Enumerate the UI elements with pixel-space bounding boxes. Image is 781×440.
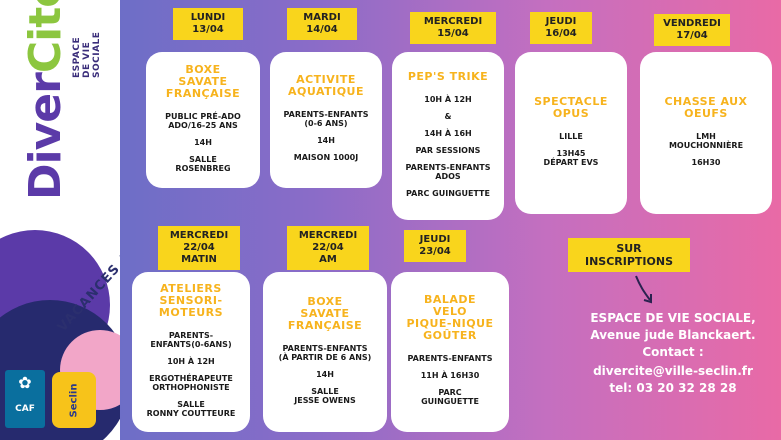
activity-card: SPECTACLE OPUS LILLE 13H45 DÉPART EVS (515, 52, 627, 214)
day-label: MARDI 14/04 (287, 8, 357, 40)
inscriptions-label: SUR INSCRIPTIONS (568, 238, 690, 272)
activity-title: BALADE VELO PIQUE-NIQUE GOÛTER (406, 293, 494, 342)
arrow-down-icon (635, 275, 652, 304)
activity-title: PEP'S TRIKE (407, 69, 489, 83)
activity-card: ATELIERS SENSORI- MOTEURS PARENTS- ENFAN… (132, 272, 250, 432)
activity-card: CHASSE AUX OEUFS LMH MOUCHONNIÈRE 16H30 (640, 52, 772, 214)
day-label: LUNDI 13/04 (173, 8, 243, 40)
activity-title: CHASSE AUX OEUFS (664, 94, 748, 120)
day-label: JEUDI 23/04 (404, 230, 466, 262)
day-label: VENDREDI 17/04 (654, 14, 730, 46)
contact-line: Contact : (642, 345, 704, 359)
day-label: MERCREDI 22/04 MATIN (158, 226, 240, 270)
contact-block: ESPACE DE VIE SOCIALE, Avenue jude Blanc… (568, 310, 778, 397)
activity-title: ACTIVITE AQUATIQUE (287, 73, 364, 98)
activity-card: BALADE VELO PIQUE-NIQUE GOÛTER PARENTS-E… (391, 272, 509, 432)
contact-line: Avenue jude Blanckaert. (590, 328, 756, 342)
caf-icon: ✿ (18, 373, 32, 392)
activity-card: BOXE SAVATE FRANÇAISE PARENTS-ENFANTS (À… (263, 272, 387, 432)
day-label: JEUDI 16/04 (530, 12, 592, 44)
day-label: MERCREDI 22/04 AM (287, 226, 369, 270)
seclin-logo: Seclin (52, 372, 96, 428)
activity-card: PEP'S TRIKE 10H À 12H & 14H À 16H PAR SE… (392, 52, 504, 220)
evs-logo-text: ESPACE DE VIE SOCIALE (72, 31, 102, 78)
activity-title: SPECTACLE OPUS (534, 94, 608, 120)
contact-email[interactable]: divercite@ville-seclin.fr (593, 364, 753, 378)
activity-card: BOXE SAVATE FRANÇAISE PUBLIC PRÉ-ADO ADO… (146, 52, 260, 188)
contact-phone[interactable]: tel: 03 20 32 28 28 (609, 381, 737, 395)
caf-logo: ✿ CAF (5, 370, 45, 428)
day-label: MERCREDI 15/04 (410, 12, 496, 44)
activity-title: BOXE SAVATE FRANÇAISE (287, 294, 363, 332)
activity-card: ACTIVITE AQUATIQUE PARENTS-ENFANTS (0-6 … (270, 52, 382, 188)
divercite-logo: DiverCité (20, 0, 71, 200)
left-branding-panel: DiverCité ESPACE DE VIE SOCIALE VACANCES… (0, 0, 120, 440)
activity-title: BOXE SAVATE FRANÇAISE (165, 62, 241, 100)
contact-line: ESPACE DE VIE SOCIALE, (590, 311, 756, 325)
activity-title: ATELIERS SENSORI- MOTEURS (158, 281, 224, 319)
